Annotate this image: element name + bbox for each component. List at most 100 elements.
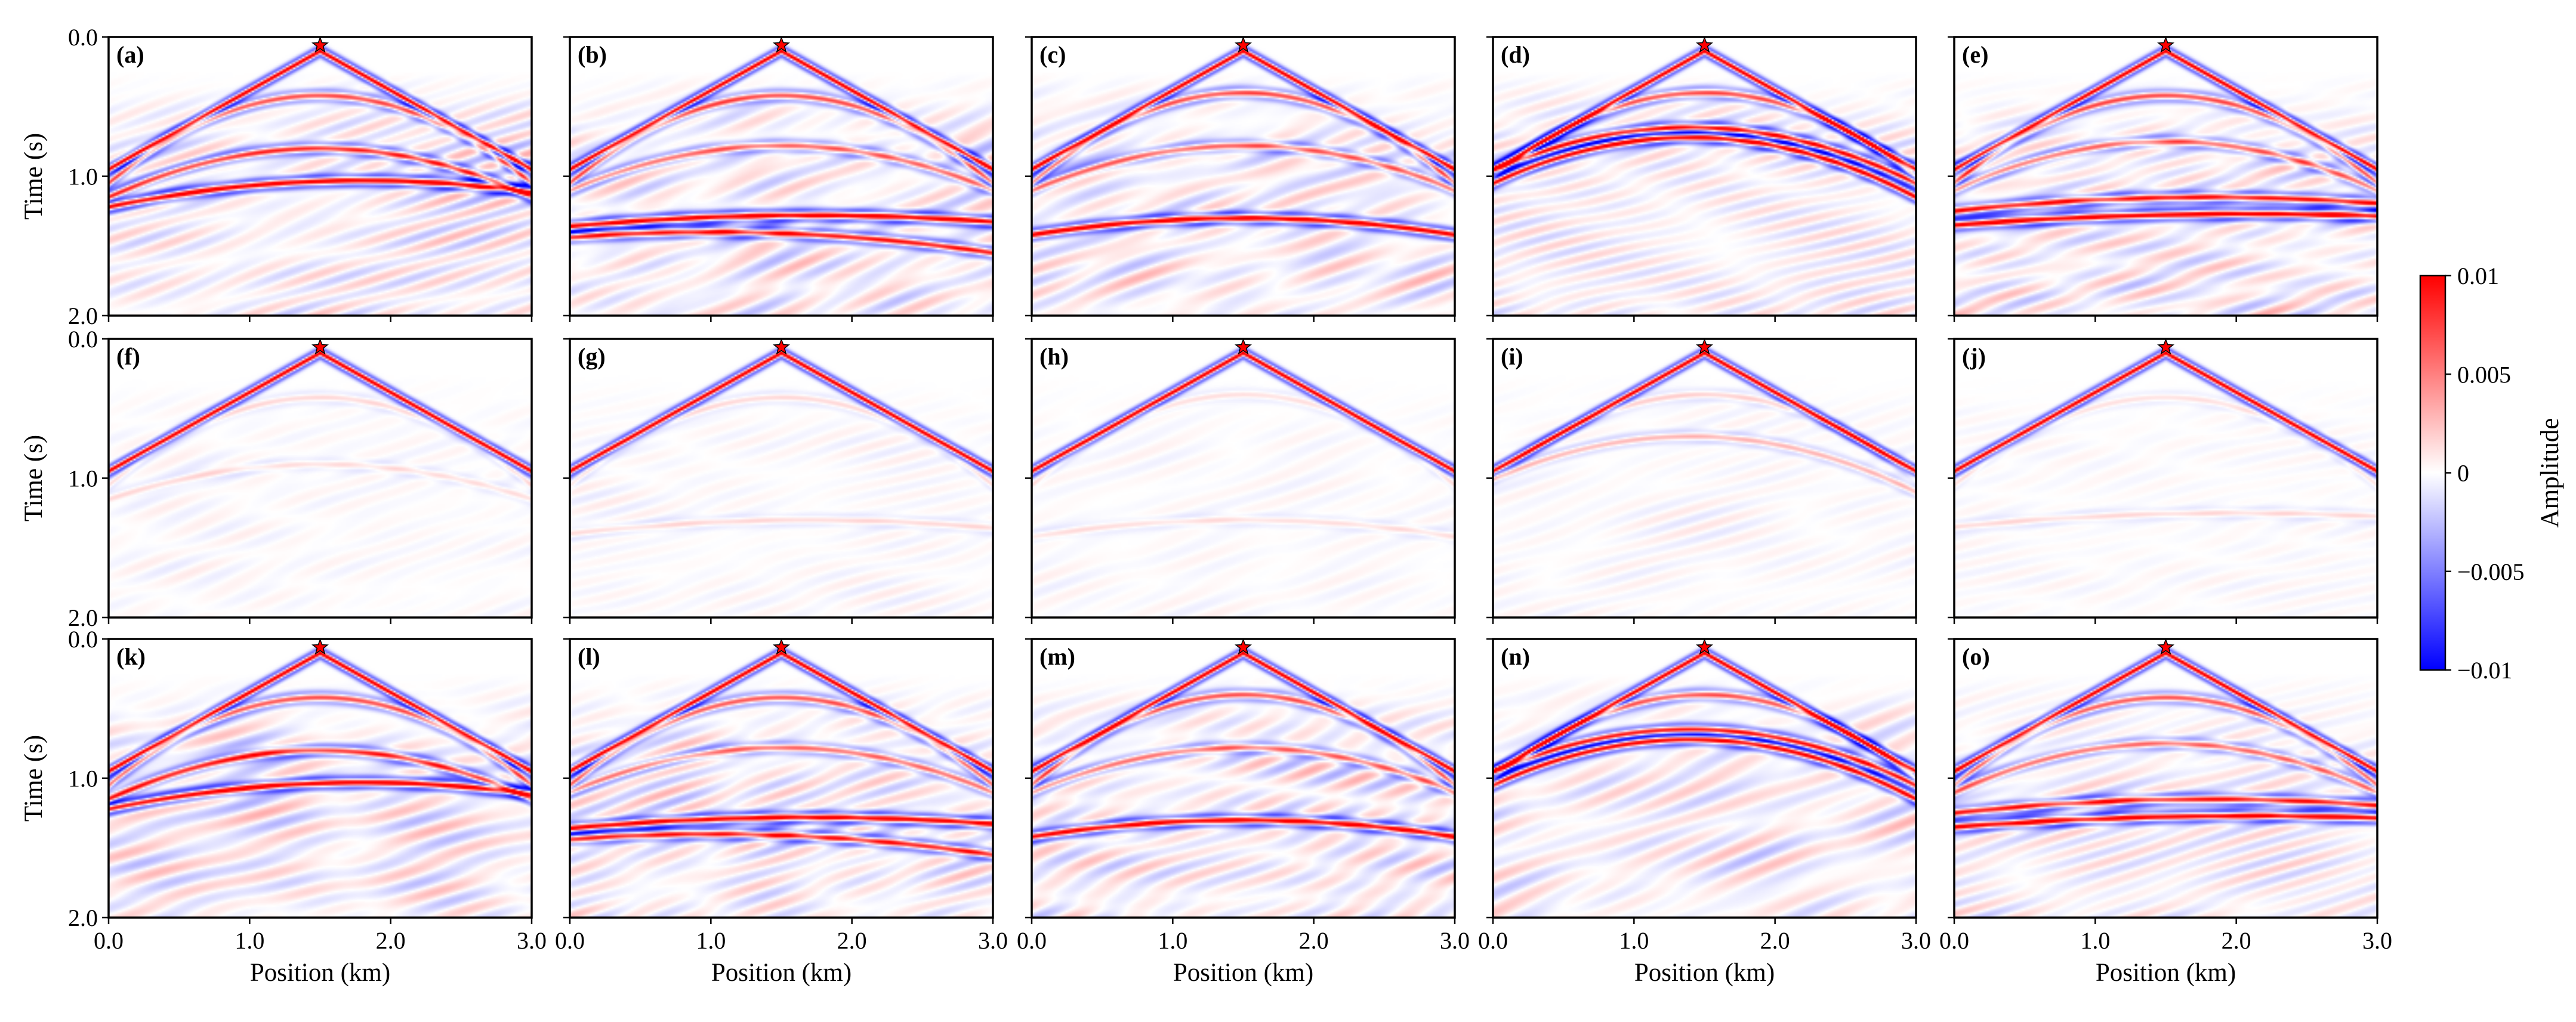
panel-label: (e)	[1962, 41, 1988, 68]
panel-label: (n)	[1501, 643, 1530, 670]
colorbar-tick-label: 0.005	[2457, 361, 2511, 388]
colorbar-tick-label: 0.01	[2457, 263, 2499, 289]
panel-label: (b)	[578, 41, 607, 68]
panel-label: (m)	[1039, 643, 1075, 670]
gather-image	[1032, 639, 1455, 918]
panel-g: (g)	[563, 338, 994, 624]
panel-n: (n) 0.0 1.0 2.0 3.0 Position (km)	[1478, 638, 1931, 987]
source-star-icon	[311, 338, 329, 355]
panel-label: (l)	[578, 643, 600, 670]
panel-m: (m) 0.0 1.0 2.0 3.0 Position (km)	[1017, 638, 1470, 987]
source-star-icon	[311, 36, 329, 53]
source-star-icon	[1696, 338, 1713, 355]
x-axis-title: Position (km)	[1173, 959, 1313, 987]
gather-image	[1493, 639, 1916, 918]
panel-label: (g)	[578, 343, 606, 370]
panel-label: (a)	[116, 41, 144, 68]
x-axis-title: Position (km)	[250, 959, 390, 987]
x-tick-label: 2.0	[1299, 927, 1329, 954]
source-star-icon	[1235, 36, 1252, 53]
colorbar-gradient	[2420, 276, 2445, 670]
source-star-icon	[2157, 338, 2174, 355]
panel-label: (k)	[116, 643, 146, 670]
y-axis-title: Time (s)	[20, 435, 48, 521]
panel-label: (i)	[1501, 343, 1523, 370]
x-tick-label: 3.0	[1901, 927, 1931, 954]
panel-l: (l) 0.0 1.0 2.0 3.0 Position (km)	[555, 638, 1008, 987]
gather-image	[570, 339, 993, 617]
y-tick-label: 0.0	[68, 326, 98, 353]
gather-image	[570, 639, 993, 918]
gather-image	[1493, 37, 1916, 316]
x-tick-label: 3.0	[517, 927, 547, 954]
panel-label: (o)	[1962, 643, 1990, 670]
x-tick-label: 2.0	[376, 927, 406, 954]
x-tick-label: 0.0	[555, 927, 585, 954]
x-tick-label: 1.0	[1158, 927, 1187, 954]
x-tick-label: 0.0	[1478, 927, 1508, 954]
panel-label: (f)	[116, 343, 140, 370]
panel-label: (j)	[1962, 343, 1986, 370]
source-star-icon	[1235, 338, 1252, 355]
gather-image	[1032, 339, 1455, 617]
panel-f: (f) 0.0 1.0 2.0 Time (s)	[20, 326, 533, 631]
source-star-icon	[1235, 638, 1252, 655]
x-axis-title: Position (km)	[1634, 959, 1775, 987]
x-tick-label: 1.0	[1619, 927, 1649, 954]
panel-d: (d)	[1486, 36, 1917, 322]
source-star-icon	[2157, 638, 2174, 655]
gather-image	[109, 339, 532, 617]
source-star-icon	[773, 36, 790, 53]
x-tick-label: 3.0	[978, 927, 1008, 954]
panel-e: (e)	[1948, 36, 2378, 322]
y-tick-label: 0.0	[68, 626, 98, 653]
panel-c: (c)	[1025, 36, 1456, 322]
panel-h: (h)	[1025, 338, 1456, 624]
panel-grid: (a) 0.0 1.0 2.0 Time (s) (b) (c) (d) (e) (f) 0.0 1.…	[20, 24, 2392, 987]
panel-b: (b)	[563, 36, 994, 322]
x-tick-label: 2.0	[2222, 927, 2251, 954]
source-star-icon	[311, 638, 329, 655]
gather-image	[1954, 339, 2377, 617]
x-tick-label: 2.0	[837, 927, 867, 954]
gather-image	[1032, 37, 1455, 316]
gather-image	[1954, 639, 2377, 918]
y-tick-label: 0.0	[68, 24, 98, 51]
panel-a: (a) 0.0 1.0 2.0 Time (s)	[20, 24, 533, 329]
source-star-icon	[2157, 36, 2174, 53]
source-star-icon	[773, 338, 790, 355]
colorbar: 0.01 0.005 0 −0.005 −0.01 Amplitude	[2419, 263, 2564, 684]
colorbar-tick-label: −0.01	[2457, 657, 2513, 684]
panel-label: (c)	[1039, 41, 1066, 68]
x-tick-label: 2.0	[1760, 927, 1790, 954]
gather-image	[1954, 37, 2377, 316]
y-tick-label: 2.0	[68, 904, 98, 931]
y-tick-label: 1.0	[68, 765, 98, 792]
panel-label: (h)	[1039, 343, 1069, 370]
panel-o: (o) 0.0 1.0 2.0 3.0 Position (km)	[1939, 638, 2392, 987]
x-tick-label: 1.0	[2080, 927, 2110, 954]
source-star-icon	[773, 638, 790, 655]
x-tick-label: 0.0	[1017, 927, 1047, 954]
x-axis-title: Position (km)	[711, 959, 852, 987]
gather-image	[109, 639, 532, 918]
source-star-icon	[1696, 638, 1713, 655]
x-tick-label: 3.0	[1440, 927, 1470, 954]
x-tick-label: 0.0	[94, 927, 124, 954]
y-axis-title: Time (s)	[20, 735, 48, 822]
colorbar-title: Amplitude	[2536, 418, 2564, 528]
y-axis-title: Time (s)	[20, 133, 48, 220]
colorbar-tick-label: 0	[2457, 460, 2469, 487]
x-axis-title: Position (km)	[2096, 959, 2236, 987]
panel-label: (d)	[1501, 41, 1530, 68]
y-tick-label: 2.0	[68, 302, 98, 329]
x-tick-label: 0.0	[1939, 927, 1969, 954]
x-tick-label: 3.0	[2362, 927, 2392, 954]
panel-i: (i)	[1486, 338, 1917, 624]
colorbar-tick-label: −0.005	[2457, 558, 2525, 585]
source-star-icon	[1696, 36, 1713, 53]
gather-image	[1493, 339, 1916, 617]
x-tick-label: 1.0	[235, 927, 264, 954]
